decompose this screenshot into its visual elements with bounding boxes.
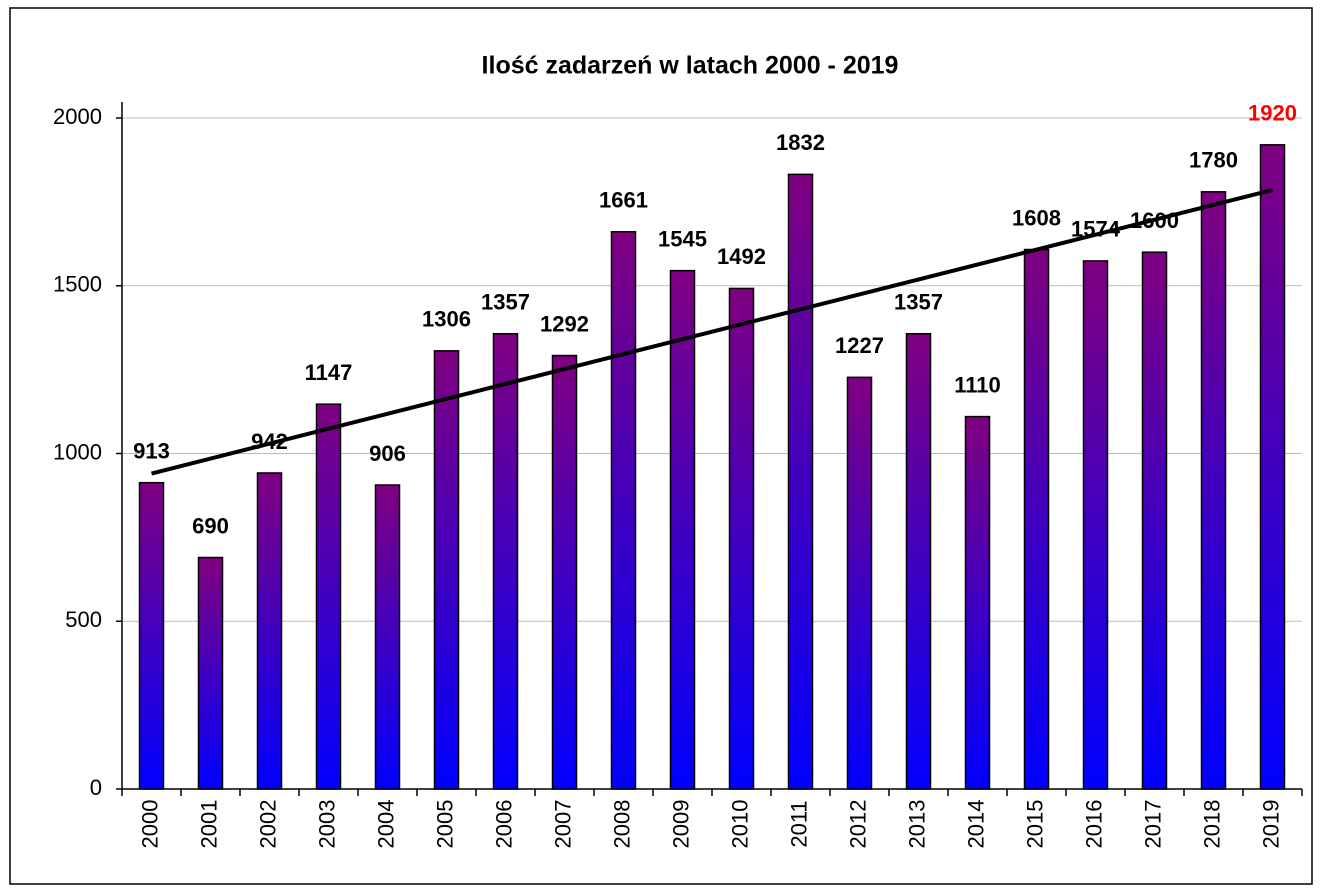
x-tick-label: 2006 xyxy=(491,800,516,849)
value-label: 1574 xyxy=(1071,217,1121,242)
bar xyxy=(787,173,814,790)
bar xyxy=(551,354,578,790)
bar xyxy=(1200,191,1227,790)
y-tick-label: 1500 xyxy=(53,272,102,297)
x-tick-label: 2012 xyxy=(845,800,870,849)
chart-title: Ilość zadarzeń w latach 2000 - 2019 xyxy=(482,52,899,80)
x-tick-label: 2011 xyxy=(786,800,811,847)
bar xyxy=(1023,248,1050,790)
value-label: 1600 xyxy=(1130,208,1179,233)
bar xyxy=(610,230,637,790)
value-label: 1545 xyxy=(658,226,707,251)
x-tick-label: 2013 xyxy=(904,800,929,849)
x-tick-label: 2009 xyxy=(668,800,693,849)
x-tick-label: 2016 xyxy=(1081,800,1106,849)
value-label: 1357 xyxy=(894,290,943,315)
bar xyxy=(905,332,932,790)
bar xyxy=(1259,144,1286,790)
value-label: 913 xyxy=(133,439,170,464)
bar xyxy=(846,376,873,790)
value-label: 690 xyxy=(192,513,229,538)
value-label: 1110 xyxy=(954,372,1001,397)
y-tick-label: 1000 xyxy=(53,439,102,464)
x-tick-label: 2015 xyxy=(1022,800,1047,849)
x-tick-label: 2017 xyxy=(1140,800,1165,849)
bar xyxy=(433,350,460,790)
bar xyxy=(374,484,401,790)
value-label: 1357 xyxy=(481,290,530,315)
y-tick-label: 500 xyxy=(65,607,102,632)
bar xyxy=(1082,260,1109,790)
bar xyxy=(315,403,342,790)
x-tick-label: 2004 xyxy=(373,800,398,849)
x-tick-label: 2018 xyxy=(1199,800,1224,849)
x-tick-label: 2002 xyxy=(255,800,280,849)
bar xyxy=(669,269,696,790)
bar xyxy=(492,332,519,790)
value-label: 1920 xyxy=(1248,101,1297,126)
value-label: 1780 xyxy=(1189,148,1238,173)
value-label: 1227 xyxy=(835,333,884,358)
value-label: 906 xyxy=(369,441,406,466)
x-tick-label: 2005 xyxy=(432,800,457,849)
x-tick-label: 2010 xyxy=(727,800,752,849)
bar xyxy=(197,556,224,790)
value-label: 942 xyxy=(251,429,288,454)
bar xyxy=(256,472,283,790)
x-tick-label: 2001 xyxy=(196,800,221,849)
value-label: 1492 xyxy=(717,244,766,269)
value-label: 1292 xyxy=(540,311,589,336)
value-label: 1661 xyxy=(599,188,648,213)
x-tick-label: 2008 xyxy=(609,800,634,849)
x-tick-label: 2003 xyxy=(314,800,339,849)
x-tick-label: 2014 xyxy=(963,800,988,849)
x-tick-label: 2007 xyxy=(550,800,575,849)
value-label: 1832 xyxy=(776,130,825,155)
y-tick-label: 0 xyxy=(90,775,102,800)
bar xyxy=(728,287,755,790)
bar xyxy=(964,415,991,790)
trendline xyxy=(151,187,1273,476)
value-label: 1147 xyxy=(305,360,353,385)
value-label: 1306 xyxy=(422,307,471,332)
bar xyxy=(138,481,165,790)
x-tick-label: 2019 xyxy=(1258,800,1283,849)
x-tick-label: 2000 xyxy=(137,800,162,849)
y-tick-label: 2000 xyxy=(53,104,102,129)
value-label: 1608 xyxy=(1012,205,1061,230)
bar xyxy=(1141,251,1168,790)
